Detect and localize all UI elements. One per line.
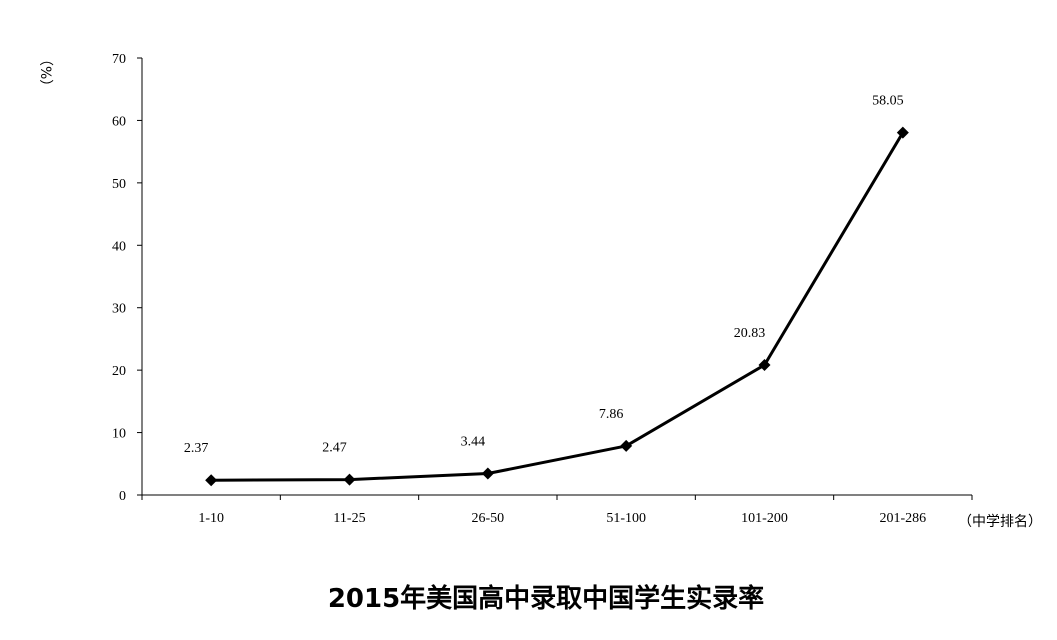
y-tick-label: 50: [112, 177, 126, 192]
x-tick-label: 51-100: [606, 511, 646, 526]
data-label: 2.47: [322, 441, 347, 456]
series-line: [205, 126, 909, 487]
data-point-marker: [758, 358, 771, 371]
data-point-marker: [205, 474, 218, 487]
axes: [141, 58, 972, 496]
y-tick-label: 20: [112, 364, 126, 379]
x-tick-label: 201-286: [879, 511, 926, 526]
y-tick-label: 40: [112, 239, 126, 254]
data-label: 3.44: [461, 435, 486, 450]
data-label: 7.86: [599, 407, 624, 422]
y-tick-label: 10: [112, 427, 126, 442]
y-tick-label: 0: [119, 489, 126, 504]
data-point-marker: [896, 126, 909, 139]
data-label: 58.05: [872, 94, 904, 109]
data-point-marker: [343, 473, 356, 486]
x-tick-label: 11-25: [333, 511, 365, 526]
x-axis-ticks: 1-10 11-25 26-50 51-100 101-200 201-286: [141, 495, 973, 526]
y-axis-unit: （%）: [37, 52, 53, 93]
chart-title: 2015年美国高中录取中国学生实录率: [328, 583, 764, 614]
data-point-marker: [620, 439, 633, 452]
x-axis-label: （中学排名）: [958, 514, 1042, 530]
data-label: 20.83: [734, 326, 766, 341]
y-tick-label: 60: [112, 114, 126, 129]
x-tick-label: 26-50: [471, 511, 504, 526]
x-tick-label: 1-10: [198, 511, 224, 526]
data-labels: 2.37 2.47 3.44 7.86 20.83 58.05: [184, 94, 904, 457]
series-path: [211, 131, 905, 482]
y-axis-ticks: 0 10 20 30 40 50 60 70: [112, 52, 142, 504]
data-label: 2.37: [184, 441, 209, 456]
x-tick-label: 101-200: [741, 511, 788, 526]
data-point-marker: [481, 467, 494, 480]
y-tick-label: 30: [112, 302, 126, 317]
y-tick-label: 70: [112, 52, 126, 67]
